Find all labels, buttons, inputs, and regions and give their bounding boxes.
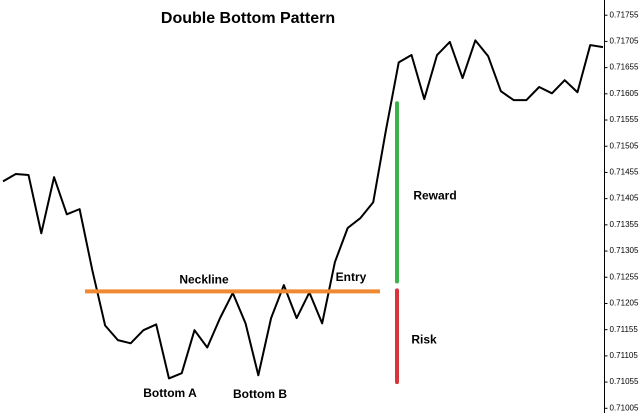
y-tick-label: 0.71405 (610, 194, 639, 203)
y-tick-label: 0.71655 (610, 63, 639, 72)
annotation: Bottom A (143, 386, 197, 400)
y-tick-label: 0.71455 (610, 168, 639, 177)
annotation: Bottom B (233, 387, 287, 401)
y-tick-label: 0.71755 (610, 10, 639, 19)
y-tick-label: 0.71205 (610, 299, 639, 308)
y-tick-label: 0.71105 (610, 351, 639, 360)
risk-label: Risk (411, 332, 437, 346)
y-tick-label: 0.71705 (610, 37, 639, 46)
annotation: Entry (336, 270, 367, 284)
reward-label: Reward (413, 189, 456, 203)
y-tick-label: 0.71005 (610, 403, 639, 412)
y-tick-label: 0.71555 (610, 115, 639, 124)
y-tick-label: 0.71255 (610, 272, 639, 281)
chart-title: Double Bottom Pattern (161, 10, 335, 27)
y-tick-label: 0.71155 (610, 325, 639, 334)
y-tick-label: 0.71505 (610, 141, 639, 150)
price-line (2, 39, 604, 380)
neckline-label: Neckline (179, 273, 229, 287)
y-tick-label: 0.71355 (610, 220, 639, 229)
y-tick-label: 0.71055 (610, 377, 639, 386)
y-tick-label: 0.71605 (610, 89, 639, 98)
y-tick-label: 0.71305 (610, 246, 639, 255)
